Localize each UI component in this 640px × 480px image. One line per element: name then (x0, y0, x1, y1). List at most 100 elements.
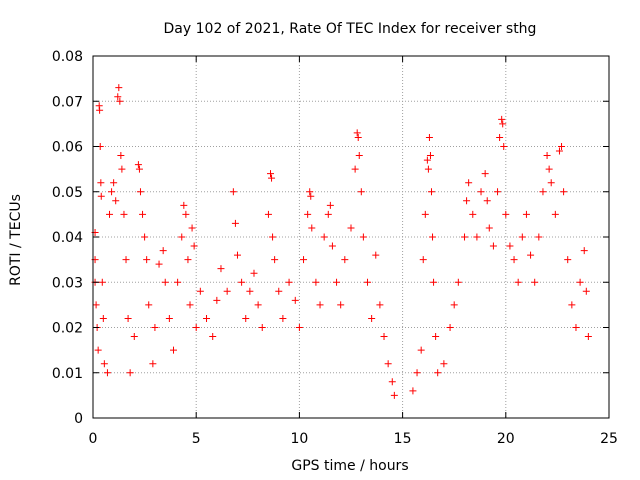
data-point-marker (584, 333, 592, 341)
y-tick-label: 0 (74, 411, 83, 427)
data-point-marker (306, 188, 314, 196)
data-point-marker (424, 165, 432, 173)
data-point-marker (545, 165, 553, 173)
y-tick-label: 0.02 (52, 321, 83, 337)
data-point-marker (500, 143, 508, 150)
data-point-marker (169, 346, 177, 354)
data-point-marker (353, 129, 361, 137)
data-point-marker (539, 188, 547, 196)
data-point-marker (307, 192, 315, 200)
data-point-marker (461, 233, 469, 241)
data-point-marker (409, 387, 417, 395)
data-point-marker (186, 301, 194, 309)
data-point-marker (324, 210, 332, 218)
data-point-marker (558, 143, 566, 150)
data-point-marker (145, 301, 153, 309)
data-point-marker (103, 369, 111, 377)
data-point-marker (413, 369, 421, 377)
data-point-marker (217, 265, 225, 273)
x-tick-label: 20 (497, 431, 515, 447)
data-point-marker (267, 170, 275, 178)
data-point-marker (572, 324, 580, 331)
data-point-marker (522, 210, 530, 218)
data-point-marker (291, 296, 299, 304)
data-point-marker (359, 233, 367, 241)
data-point-marker (576, 278, 584, 286)
data-point-marker (94, 346, 102, 354)
y-tick-label: 0.08 (52, 49, 83, 65)
data-point-marker (190, 242, 198, 250)
data-point-marker (188, 224, 196, 232)
x-tick-label: 25 (600, 431, 618, 447)
data-point-marker (355, 152, 363, 160)
data-point-marker (499, 120, 507, 128)
data-point-marker (114, 93, 122, 101)
data-point-marker (582, 287, 590, 295)
data-point-marker (92, 301, 100, 309)
data-point-marker (112, 197, 120, 205)
y-tick-label: 0.04 (52, 230, 83, 246)
data-point-marker (380, 333, 388, 341)
data-point-marker (506, 242, 514, 250)
data-point-marker (108, 188, 116, 196)
data-point-marker (485, 224, 493, 232)
data-point-marker (99, 314, 107, 322)
data-point-marker (174, 278, 182, 286)
data-point-marker (430, 278, 438, 286)
x-tick-label: 5 (192, 431, 201, 447)
data-point-marker (115, 84, 123, 92)
data-point-marker (196, 287, 204, 295)
y-tick-label: 0.03 (52, 275, 83, 291)
y-tick-label: 0.01 (52, 366, 83, 382)
x-tick-label: 10 (290, 431, 308, 447)
data-point-marker (134, 161, 142, 169)
data-point-marker (143, 256, 151, 264)
data-point-marker (312, 278, 320, 286)
data-point-marker (139, 210, 147, 218)
y-tick-label: 0.05 (52, 185, 83, 201)
data-point-marker (295, 324, 303, 331)
data-point-marker (473, 233, 481, 241)
data-point-marker (390, 391, 398, 399)
data-point-marker (337, 301, 345, 309)
data-point-marker (326, 201, 334, 209)
data-point-marker (427, 188, 435, 196)
data-point-marker (246, 287, 254, 295)
data-point-marker (269, 233, 277, 241)
data-point-marker (328, 242, 336, 250)
data-point-marker (275, 287, 283, 295)
y-tick-label: 0.07 (52, 94, 83, 110)
y-axis-label: ROTI / TECUs (8, 194, 24, 286)
data-point-marker (135, 165, 143, 173)
data-point-marker (304, 210, 312, 218)
data-point-marker (258, 324, 266, 331)
data-point-marker (446, 324, 454, 331)
grid-lines (93, 56, 609, 418)
data-point-marker (425, 133, 433, 141)
y-axis-ticks: 0 0.01 0.02 0.03 0.04 0.05 0.06 0.07 0.08 (52, 49, 609, 427)
data-point-marker (149, 360, 157, 368)
x-axis-label: GPS time / hours (291, 458, 408, 474)
data-point-marker (351, 165, 359, 173)
data-point-marker (98, 278, 106, 286)
data-point-marker (440, 360, 448, 368)
data-point-marker (498, 115, 506, 123)
data-point-marker (580, 247, 588, 255)
data-point-marker (268, 174, 276, 182)
data-point-marker (364, 278, 372, 286)
data-point-marker (419, 256, 427, 264)
data-point-marker (568, 301, 576, 309)
data-points (91, 84, 592, 399)
data-point-marker (180, 201, 188, 209)
data-point-marker (555, 147, 563, 155)
chart-title: Day 102 of 2021, Rate Of TEC Index for r… (164, 21, 537, 37)
data-point-marker (141, 233, 149, 241)
data-point-marker (496, 133, 504, 141)
data-point-marker (100, 360, 108, 368)
data-point-marker (161, 278, 169, 286)
data-point-marker (489, 242, 497, 250)
data-point-marker (264, 210, 272, 218)
data-point-marker (271, 256, 279, 264)
data-point-marker (238, 278, 246, 286)
